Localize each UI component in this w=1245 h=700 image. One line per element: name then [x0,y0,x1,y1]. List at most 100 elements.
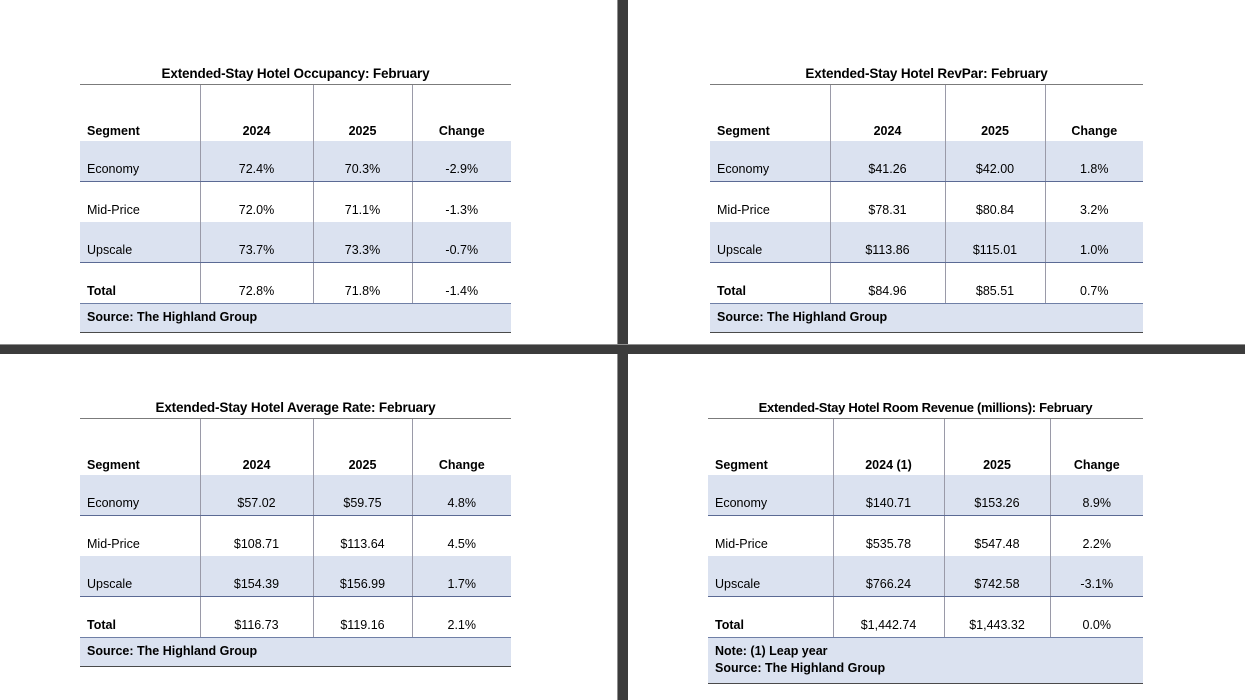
table-row: Mid-Price 72.0% 71.1% -1.3% [80,181,511,222]
cell-change: 1.8% [1044,141,1143,182]
column-header-2025: 2025 [943,441,1050,475]
table-spacer-row [708,419,1143,441]
table-row: Upscale $766.24 $742.58 -3.1% [708,556,1143,597]
cell-segment: Upscale [80,222,200,263]
table-row: Economy $41.26 $42.00 1.8% [710,141,1143,182]
table-row: Upscale 73.7% 73.3% -0.7% [80,222,511,263]
table-title-revpar: Extended-Stay Hotel RevPar: February [710,66,1143,85]
table-title-average-rate: Extended-Stay Hotel Average Rate: Februa… [80,400,511,419]
cell-2025: $119.16 [312,596,412,637]
cell-segment: Economy [708,475,833,516]
column-header-2025: 2025 [312,107,412,141]
cell-2025: $42.00 [944,141,1045,182]
table-header-row: Segment 2024 2025 Change [710,107,1143,141]
table-row-total: Total 72.8% 71.8% -1.4% [80,262,511,303]
table-row-total: Total $84.96 $85.51 0.7% [710,262,1143,303]
cell-2025: $80.84 [944,181,1045,222]
cell-2024: $41.26 [829,141,945,182]
table-revpar-grid: Segment 2024 2025 Change Economy $41.26 … [710,85,1143,303]
cell-2025: $156.99 [312,556,412,597]
cell-segment: Total [87,617,116,632]
cell-change: 0.7% [1044,262,1143,303]
cell-change: 0.0% [1049,596,1143,637]
column-header-2024: 2024 [199,107,313,141]
table-row: Mid-Price $78.31 $80.84 3.2% [710,181,1143,222]
table-footer-average-rate: Source: The Highland Group [80,637,511,667]
cell-segment: Mid-Price [715,536,768,551]
cell-2025: $59.75 [312,475,412,516]
panel-occupancy: Extended-Stay Hotel Occupancy: February … [0,0,617,344]
table-occupancy-grid: Segment 2024 2025 Change Economy 72.4% 7… [80,85,511,303]
table-average-rate-grid: Segment 2024 2025 Change Economy $57.02 … [80,419,511,637]
column-header-segment: Segment [87,457,140,472]
cell-change: 2.2% [1049,515,1143,556]
cell-2024: 72.0% [199,181,313,222]
cell-2025: 71.1% [312,181,412,222]
cell-2024: $535.78 [832,515,944,556]
cell-change: -2.9% [411,141,511,182]
cell-segment: Mid-Price [87,202,140,217]
table-row: Upscale $113.86 $115.01 1.0% [710,222,1143,263]
cell-2025: $115.01 [944,222,1045,263]
cell-segment: Upscale [80,556,200,597]
table-occupancy: Extended-Stay Hotel Occupancy: February … [80,66,511,333]
cell-2024: $84.96 [829,262,945,303]
table-average-rate: Extended-Stay Hotel Average Rate: Februa… [80,400,511,667]
source-label: Source: The Highland Group [87,310,258,324]
panel-room-revenue: Extended-Stay Hotel Room Revenue (millio… [628,354,1245,700]
cell-2025: $547.48 [943,515,1050,556]
panel-revpar: Extended-Stay Hotel RevPar: February Seg… [628,0,1245,344]
cell-2024: $154.39 [199,556,313,597]
table-row-total: Total $1,442.74 $1,443.32 0.0% [708,596,1143,637]
table-row: Economy $140.71 $153.26 8.9% [708,475,1143,516]
table-row: Mid-Price $535.78 $547.48 2.2% [708,515,1143,556]
cell-2025: 73.3% [312,222,412,263]
table-revpar: Extended-Stay Hotel RevPar: February Seg… [710,66,1143,333]
note-label: Note: (1) Leap year [715,644,828,658]
cell-2024: $78.31 [829,181,945,222]
table-header-row: Segment 2024 2025 Change [80,107,511,141]
cell-change: -3.1% [1049,556,1143,597]
cell-segment: Economy [710,141,830,182]
cell-segment: Total [717,283,746,298]
table-footer-occupancy: Source: The Highland Group [80,303,511,333]
source-label: Source: The Highland Group [87,644,258,658]
cell-2024: 72.8% [199,262,313,303]
cell-change: -1.4% [411,262,511,303]
cell-2024: $1,442.74 [832,596,944,637]
table-row: Economy $57.02 $59.75 4.8% [80,475,511,516]
table-header-row: Segment 2024 2025 Change [80,441,511,475]
table-row: Mid-Price $108.71 $113.64 4.5% [80,515,511,556]
cell-change: 1.7% [411,556,511,597]
table-room-revenue-grid: Segment 2024 (1) 2025 Change Economy $14… [708,419,1143,637]
table-header-row: Segment 2024 (1) 2025 Change [708,441,1143,475]
cell-change: -0.7% [411,222,511,263]
column-header-segment: Segment [717,123,770,138]
table-footer-revpar: Source: The Highland Group [710,303,1143,333]
cell-2024: 72.4% [199,141,313,182]
table-row-total: Total $116.73 $119.16 2.1% [80,596,511,637]
cell-segment: Total [87,283,116,298]
cell-change: 2.1% [411,596,511,637]
column-header-2024: 2024 [199,441,313,475]
column-header-change: Change [411,441,511,475]
cell-2024: $57.02 [199,475,313,516]
cell-change: 4.8% [411,475,511,516]
table-room-revenue: Extended-Stay Hotel Room Revenue (millio… [708,400,1143,684]
column-header-2024: 2024 [829,107,945,141]
table-row: Upscale $154.39 $156.99 1.7% [80,556,511,597]
cell-2025: $1,443.32 [943,596,1050,637]
cell-change: -1.3% [411,181,511,222]
cell-2024: $140.71 [832,475,944,516]
table-title-occupancy: Extended-Stay Hotel Occupancy: February [80,66,511,85]
panel-average-rate: Extended-Stay Hotel Average Rate: Februa… [0,354,617,700]
cell-change: 4.5% [411,515,511,556]
column-header-2025: 2025 [944,107,1045,141]
cell-2025: 70.3% [312,141,412,182]
source-label: Source: The Highland Group [715,660,886,675]
cell-2024: 73.7% [199,222,313,263]
cell-segment: Mid-Price [717,202,770,217]
column-header-2024: 2024 (1) [832,441,944,475]
source-label: Source: The Highland Group [717,310,888,324]
cell-segment: Upscale [710,222,830,263]
